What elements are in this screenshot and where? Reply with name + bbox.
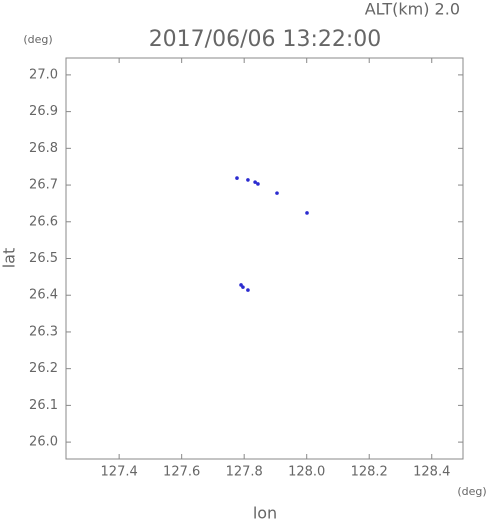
x-tick-label: 127.4	[101, 465, 138, 480]
y-tick-label: 26.1	[29, 398, 58, 413]
x-tick-label: 128.2	[351, 465, 388, 480]
x-tick-label: 128.0	[288, 465, 325, 480]
point	[235, 176, 239, 180]
y-tick-label: 26.5	[29, 251, 58, 266]
y-tick-label: 26.7	[29, 178, 58, 193]
point	[305, 211, 309, 215]
subtitle: ALT(km) 2.0	[365, 0, 460, 19]
y-tick-label: 26.9	[29, 104, 58, 119]
point	[241, 285, 245, 289]
x-unit: (deg)	[457, 485, 486, 498]
y-tick-label: 26.4	[29, 288, 58, 303]
x-axis-label: lon	[253, 504, 277, 521]
point	[275, 191, 279, 195]
point	[253, 180, 257, 184]
y-tick-label: 27.0	[29, 67, 58, 82]
point	[246, 178, 250, 182]
y-tick-label: 26.3	[29, 324, 58, 339]
y-tick-label: 26.2	[29, 361, 58, 376]
y-tick-label: 26.0	[29, 435, 58, 450]
y-tick-label: 26.6	[29, 214, 58, 229]
x-tick-label: 128.4	[413, 465, 450, 480]
point	[256, 182, 260, 186]
y-axis-label: lat	[0, 248, 19, 269]
chart-title: 2017/06/06 13:22:00	[149, 27, 382, 52]
y-unit: (deg)	[23, 33, 52, 46]
x-tick-label: 127.8	[226, 465, 263, 480]
x-tick-label: 127.6	[163, 465, 200, 480]
plot-frame	[65, 57, 464, 460]
y-tick-label: 26.8	[29, 141, 58, 156]
point	[246, 288, 250, 292]
